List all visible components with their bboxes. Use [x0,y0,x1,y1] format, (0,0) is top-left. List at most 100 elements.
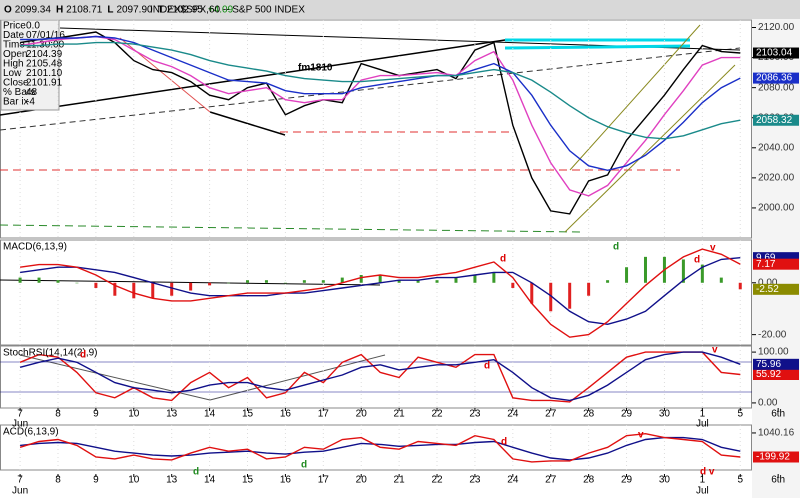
quote-label: H [56,5,63,16]
series-line [20,248,741,338]
header-bar [0,0,800,19]
x-tick-label: 6th [771,475,785,486]
panel-title: StochRSI(14,14(2),9) [3,348,98,359]
trend-line [0,39,506,116]
info-label: Bar ix [3,97,29,108]
histogram-bar [511,282,515,288]
info-value: 2101.91 [26,78,63,89]
info-value: 2104.39 [26,49,63,60]
info-label: Open [3,49,27,60]
info-background [0,19,60,111]
annotation: d [301,460,307,471]
y-tick-label: 100.00 [758,347,789,358]
x-tick-label: 14 [204,409,216,420]
histogram-bar [56,280,60,283]
chart-title: INDEX$SPX,60 -- S&P 500 INDEX [150,5,305,16]
x-tick-label: 13 [166,475,178,486]
quote-label: L [107,5,113,16]
last-value-box [753,283,799,295]
y-tick-label: 1040.16 [758,428,795,439]
month-label: Jul [696,419,709,430]
quote-value: 2102.95 [167,5,204,16]
histogram-bar [170,282,174,296]
histogram-bar [227,282,231,284]
last-value-label: 9.69 [756,252,776,263]
series-line [19,351,741,403]
histogram-bar [37,277,41,283]
histogram-bar [359,275,363,283]
histogram-bar [264,280,268,283]
info-label: Price [3,21,26,32]
x-tick-label: 21 [394,475,406,486]
last-value-label: 2058.32 [756,115,793,126]
last-value-box [753,252,799,264]
quote-value: 2099.34 [15,5,52,16]
x-tick-label: 9 [93,409,99,420]
histogram-bar [397,280,401,283]
annotation: v [710,243,716,254]
x-tick-label: 27 [545,475,557,486]
quote-value: +4.09 [208,5,234,16]
x-tick-label: 16 [280,475,292,486]
x-tick-label: 6th [771,409,785,420]
x-tick-label: 24 [507,475,519,486]
x-tick-label: 16 [280,409,292,420]
last-value-label: 2103.04 [756,48,793,59]
histogram-bar [473,275,477,283]
annotation: d [80,350,86,361]
last-value-label: 75.96 [756,359,781,370]
quote-value: 2108.71 [66,5,103,16]
info-value: -4 [26,97,35,108]
annotation: d [501,437,507,448]
histogram-bar [492,272,496,283]
x-tick-label: 29 [621,409,633,420]
histogram-bar [340,277,344,283]
info-label: Time [3,40,25,51]
histogram-bar [189,282,193,291]
price-panel [0,19,752,239]
y-tick-label: 0.00 [758,398,778,409]
quote-value: 2097.90 [116,5,153,16]
histogram-bar [378,275,382,283]
month-label: Jun [12,419,28,430]
last-value-label: 2086.36 [756,73,793,84]
trend-line [569,24,701,171]
x-tick-label: 20 [356,475,368,486]
trend-line [0,279,381,286]
histogram-bar [738,282,742,290]
annotation: v [638,430,644,441]
y-tick-label: 2000.00 [758,203,795,214]
y-tick-label: 2080.00 [758,82,795,93]
x-tick-label: 28 [583,409,595,420]
trend-line [0,47,741,131]
annotation: d [484,361,490,372]
last-value-box [753,47,799,59]
month-label: Jun [12,486,28,497]
series-line [20,436,741,461]
histogram-bar [549,282,553,312]
x-tick-label: 8 [55,409,61,420]
info-value: 2101.10 [26,68,63,79]
trend-line [0,224,581,233]
x-tick-label: 30 [659,475,671,486]
panel-title: MACD(6,13,9) [3,242,67,253]
x-tick-label: 7 [17,475,23,486]
histogram-bar [435,280,439,283]
x-tick-label: 10 [128,409,140,420]
histogram-bar [681,259,685,283]
info-label: Date [3,30,25,41]
last-value-box [753,358,799,370]
histogram-bar [700,264,704,283]
y-tick-label: 2040.00 [758,142,795,153]
y-tick-label: -20.00 [758,329,787,340]
trend-line [209,354,386,401]
series-line [19,35,741,197]
annotation: d v [700,467,715,478]
histogram-bar [246,280,250,283]
annotation: d [193,467,199,478]
y-tick-label: 0.00 [758,277,778,288]
histogram-bar [454,277,458,283]
x-tick-label: 1 [700,475,706,486]
